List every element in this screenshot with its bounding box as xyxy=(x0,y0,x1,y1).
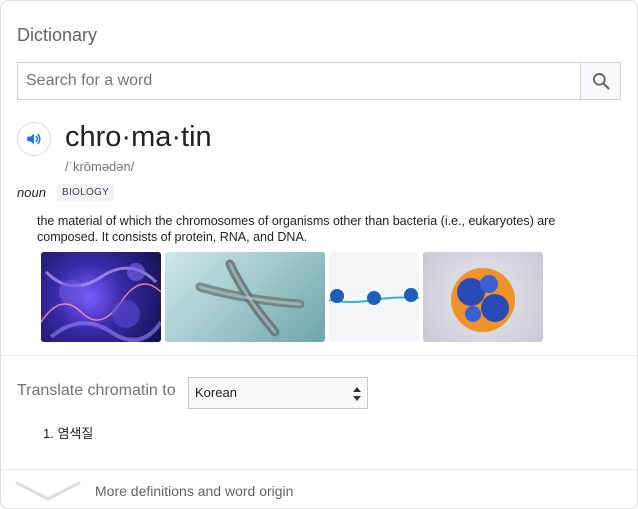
selected-language: Korean xyxy=(195,385,237,400)
footer-divider xyxy=(1,469,637,470)
card-title: Dictionary xyxy=(17,25,98,45)
search-box xyxy=(17,62,621,100)
image-thumbnail-nucleosomes[interactable] xyxy=(329,252,419,342)
language-select[interactable]: Korean xyxy=(188,377,368,409)
chevron-down-icon[interactable] xyxy=(15,479,81,501)
pronunciation-audio-button[interactable] xyxy=(17,122,51,156)
subject-tag: BIOLOGY xyxy=(57,184,115,201)
headword: chro·ma·tin xyxy=(65,121,212,153)
translate-label: Translate chromatin to xyxy=(17,382,176,399)
translation-result: 1. 염색질 xyxy=(43,426,94,441)
more-definitions-link[interactable]: More definitions and word origin xyxy=(95,483,294,499)
select-arrows-icon xyxy=(353,387,361,401)
image-thumbnail-nucleosome-structure[interactable] xyxy=(423,252,543,342)
image-thumbnail-chromosome[interactable] xyxy=(165,252,325,342)
part-of-speech: noun xyxy=(17,185,46,200)
section-divider xyxy=(1,355,637,356)
search-button[interactable] xyxy=(580,63,620,99)
image-thumbnail-chromatin-fibers[interactable] xyxy=(41,252,161,342)
definition-text: the material of which the chromosomes of… xyxy=(37,214,556,244)
pronunciation-text: /ˈkrōmədən/ xyxy=(65,159,135,174)
search-icon xyxy=(592,73,609,90)
search-input[interactable] xyxy=(18,63,583,99)
speaker-icon xyxy=(27,133,41,145)
